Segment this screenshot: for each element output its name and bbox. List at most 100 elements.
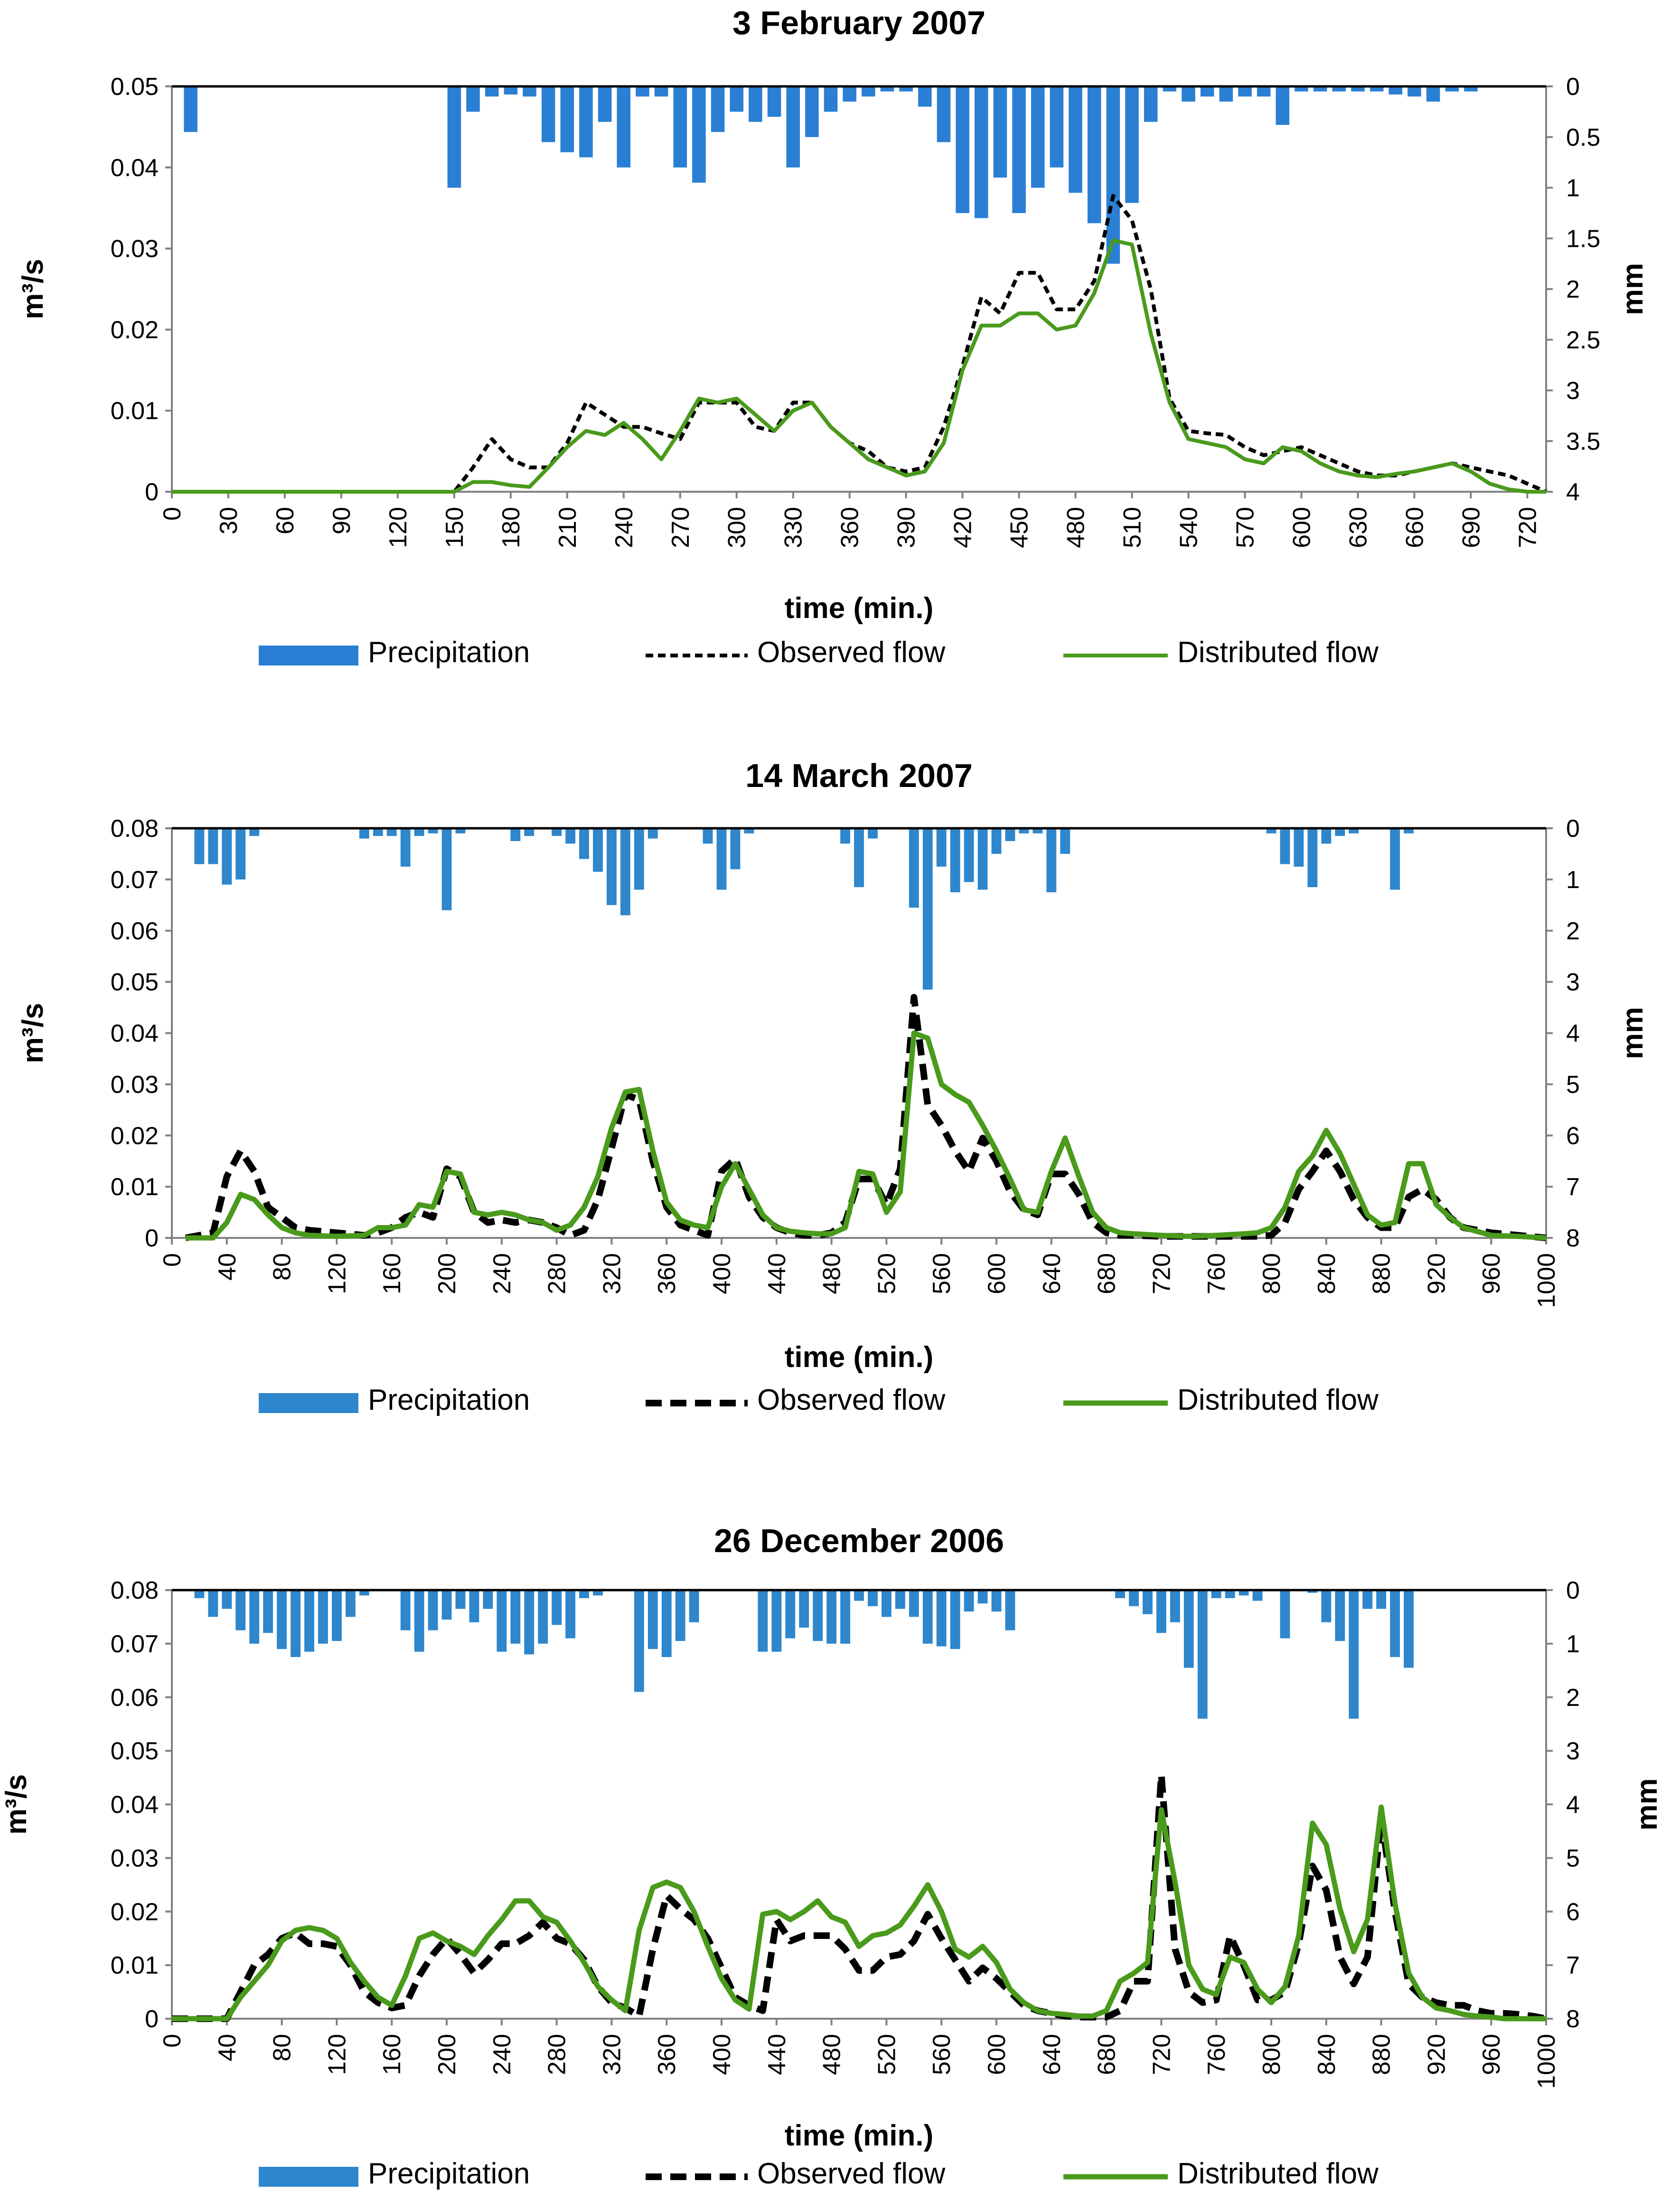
precipitation-bar xyxy=(1390,828,1400,890)
x-tick-label: 840 xyxy=(1313,2034,1341,2075)
precipitation-bar xyxy=(1019,828,1029,833)
precipitation-bar xyxy=(1445,86,1459,92)
precipitation-bar xyxy=(648,1590,658,1649)
precipitation-bar xyxy=(1163,86,1177,92)
y-tick-label: 0.06 xyxy=(111,918,159,945)
x-tick-label: 760 xyxy=(1203,1253,1230,1294)
precipitation-bar xyxy=(222,1590,232,1609)
precipitation-bar xyxy=(400,1590,411,1630)
x-tick-label: 400 xyxy=(708,2034,736,2075)
legend-label-observed: Observed flow xyxy=(757,636,946,669)
precipitation-bar xyxy=(936,1590,947,1647)
precipitation-bar xyxy=(991,1590,1002,1612)
y2-tick-label: 3.5 xyxy=(1566,428,1600,455)
precipitation-bar xyxy=(1408,86,1421,97)
y-tick-label: 0.02 xyxy=(111,1898,159,1926)
precipitation-bar xyxy=(414,828,424,836)
precipitation-bar xyxy=(1349,1590,1359,1719)
precipitation-bar xyxy=(291,1590,300,1658)
precipitation-bar xyxy=(824,86,838,112)
precipitation-bar xyxy=(1252,1590,1263,1601)
precipitation-bar xyxy=(950,828,960,892)
precipitation-bar xyxy=(441,1590,452,1620)
y2-tick-label: 4 xyxy=(1566,1791,1580,1819)
x-tick-label: 680 xyxy=(1093,1253,1121,1294)
legend-label-observed: Observed flow xyxy=(757,2157,946,2190)
precipitation-bar xyxy=(485,86,499,97)
precipitation-bar xyxy=(813,1590,823,1641)
y2-tick-label: 1 xyxy=(1566,866,1580,894)
x-tick-label: 300 xyxy=(723,507,751,548)
x-tick-label: 160 xyxy=(378,2034,406,2075)
x-tick-label: 200 xyxy=(433,2034,461,2075)
precipitation-bar xyxy=(922,828,933,990)
precipitation-bar xyxy=(868,828,878,839)
distributed-flow-line xyxy=(172,1804,1546,2022)
precipitation-bar xyxy=(880,86,894,92)
y2-tick-label: 6 xyxy=(1566,1122,1580,1150)
precipitation-bar xyxy=(524,828,535,836)
precipitation-bar xyxy=(455,1590,466,1609)
x-tick-label: 180 xyxy=(497,507,525,548)
precipitation-bar xyxy=(565,828,575,844)
precipitation-bar xyxy=(1046,828,1057,892)
precipitation-bar xyxy=(1307,1590,1318,1593)
precipitation-bar xyxy=(909,828,919,908)
precipitation-bar xyxy=(1060,828,1070,854)
y2-tick-label: 2 xyxy=(1566,1684,1580,1712)
precipitation-bar xyxy=(937,86,951,142)
precipitation-bar xyxy=(565,1590,575,1639)
x-tick-label: 320 xyxy=(598,1253,626,1294)
precipitation-bar xyxy=(1349,828,1359,833)
x-tick-label: 1000 xyxy=(1533,2034,1560,2089)
precipitation-bar xyxy=(843,86,856,102)
precipitation-bar xyxy=(208,1590,218,1617)
precipitation-bar xyxy=(235,828,246,880)
chart-title: 3 February 2007 xyxy=(732,4,985,41)
y-tick-label: 0.02 xyxy=(111,316,159,344)
x-tick-label: 920 xyxy=(1423,1253,1450,1294)
precipitation-bar xyxy=(1182,86,1195,102)
x-tick-label: 720 xyxy=(1148,1253,1175,1294)
x-tick-label: 600 xyxy=(983,2034,1011,2075)
precipitation-bar xyxy=(483,1590,493,1609)
precipitation-bar xyxy=(1362,1590,1373,1609)
x-tick-label: 200 xyxy=(433,1253,461,1294)
precipitation-bar xyxy=(1404,1590,1414,1668)
precipitation-bar xyxy=(749,86,762,122)
precipitation-bar xyxy=(447,86,461,188)
precipitation-bar xyxy=(854,828,864,888)
precipitation-bar xyxy=(805,86,819,137)
x-tick-label: 880 xyxy=(1368,1253,1396,1294)
y-tick-label: 0.06 xyxy=(111,1684,159,1712)
x-tick-label: 360 xyxy=(653,2034,681,2075)
precipitation-bar xyxy=(469,1590,479,1622)
precipitation-bar xyxy=(730,828,741,870)
legend: Precipitation Observed flow Distributed fl… xyxy=(259,2157,1379,2190)
precipitation-bar xyxy=(497,1590,507,1652)
legend-label-precipitation: Precipitation xyxy=(368,1384,530,1416)
precipitation-bar xyxy=(1404,828,1414,833)
precipitation-bar xyxy=(1370,86,1384,92)
precipitation-bar xyxy=(579,828,589,859)
x-tick-label: 440 xyxy=(763,2034,791,2075)
precipitation-bar xyxy=(510,828,521,841)
precipitation-bar xyxy=(1087,86,1101,224)
precipitation-bar xyxy=(428,828,438,833)
y2-tick-label: 3 xyxy=(1566,377,1580,405)
precipitation-bar xyxy=(675,1590,685,1641)
precipitation-bar xyxy=(1069,86,1082,193)
precipitation-bar xyxy=(744,828,754,833)
precipitation-bar xyxy=(1106,86,1120,264)
precipitation-bar xyxy=(1321,1590,1332,1622)
x-tick-label: 210 xyxy=(554,507,582,548)
precipitation-bar xyxy=(617,86,631,168)
y2-axis-label: mm xyxy=(1631,1778,1663,1830)
legend-label-precipitation: Precipitation xyxy=(368,2157,530,2190)
x-tick-label: 760 xyxy=(1203,2034,1230,2075)
precipitation-bar xyxy=(689,1590,699,1622)
precipitation-bar xyxy=(918,86,932,107)
precipitation-bar xyxy=(826,1590,837,1644)
precipitation-bar xyxy=(598,86,612,122)
precipitation-bar xyxy=(977,828,988,890)
